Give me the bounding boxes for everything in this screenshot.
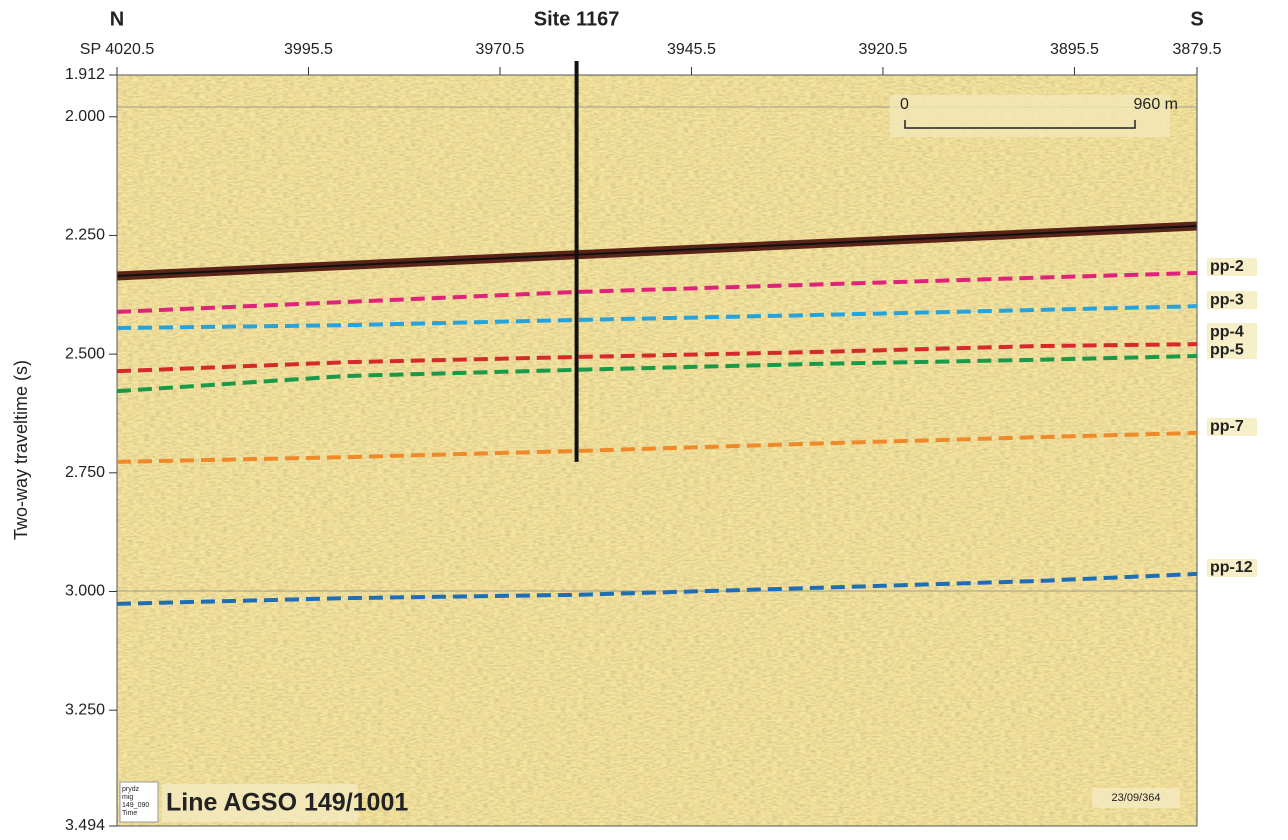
scale-bar-box: [890, 95, 1170, 137]
horizon-label: pp-12: [1210, 559, 1253, 576]
horizon-line: [116, 270, 1198, 314]
x-tick-label: 3995.5: [284, 41, 333, 58]
horizon-label-box: [1207, 341, 1257, 360]
horizon-line: [116, 342, 1198, 374]
north-label: N: [110, 8, 124, 30]
horizon-label-box: [1207, 291, 1257, 310]
y-tick-label: 3.494: [65, 817, 105, 834]
scale-end: 960 m: [1134, 96, 1178, 113]
scale-bar: [904, 120, 1136, 129]
seabed-core: [116, 225, 1198, 277]
y-tick-label: 1.912: [65, 66, 105, 83]
y-tick-label: 2.750: [65, 464, 105, 481]
stamp-line: prydz: [122, 786, 140, 793]
y-tick-label: 3.250: [65, 701, 105, 718]
x-tick-label: 3920.5: [858, 41, 907, 58]
horizon-line: [116, 354, 1198, 394]
horizon-label: pp-4: [1210, 323, 1244, 340]
y-tick-label: 3.000: [65, 583, 105, 600]
x-tick-label: 3945.5: [667, 41, 716, 58]
y-tick-label: 2.000: [65, 108, 105, 125]
horizon-label: pp-2: [1210, 258, 1244, 275]
plot-frame: [116, 74, 1198, 827]
horizon-label: pp-5: [1210, 341, 1244, 358]
horizon-line: [116, 304, 1198, 331]
horizon-label-box: [1207, 323, 1257, 342]
horizon-label-box: [1207, 257, 1257, 276]
y-tick-label: 2.500: [65, 345, 105, 362]
horizon-label-box: [1207, 417, 1257, 436]
horizon-label: pp-7: [1210, 418, 1244, 435]
x-tick-label: 3895.5: [1050, 41, 1099, 58]
y-tick-label: 2.250: [65, 227, 105, 244]
seismic-texture: [117, 75, 1197, 826]
line-label-box: [162, 784, 358, 822]
stamp-box: [119, 781, 159, 823]
stamp-line: 149_090: [122, 802, 149, 809]
line-label: Line AGSO 149/1001: [166, 789, 408, 817]
site-label: Site 1167: [534, 8, 620, 30]
y-axis-label: Two-way traveltime (s): [11, 360, 31, 540]
horizon-line: [116, 430, 1198, 464]
stamp-line: mig: [122, 794, 133, 801]
record-box: [1092, 788, 1180, 808]
horizon-label-box: [1207, 558, 1257, 577]
stamp-line: Time: [122, 810, 137, 817]
scale-start: 0: [900, 96, 909, 113]
horizon-label: pp-3: [1210, 291, 1244, 308]
horizon-line: [116, 571, 1198, 606]
x-tick-label: 3970.5: [476, 41, 525, 58]
record-label: 23/09/364: [1112, 792, 1161, 804]
x-tick-label: SP 4020.5: [80, 41, 155, 58]
south-label: S: [1190, 8, 1203, 30]
x-tick-label: 3879.5: [1173, 41, 1222, 58]
